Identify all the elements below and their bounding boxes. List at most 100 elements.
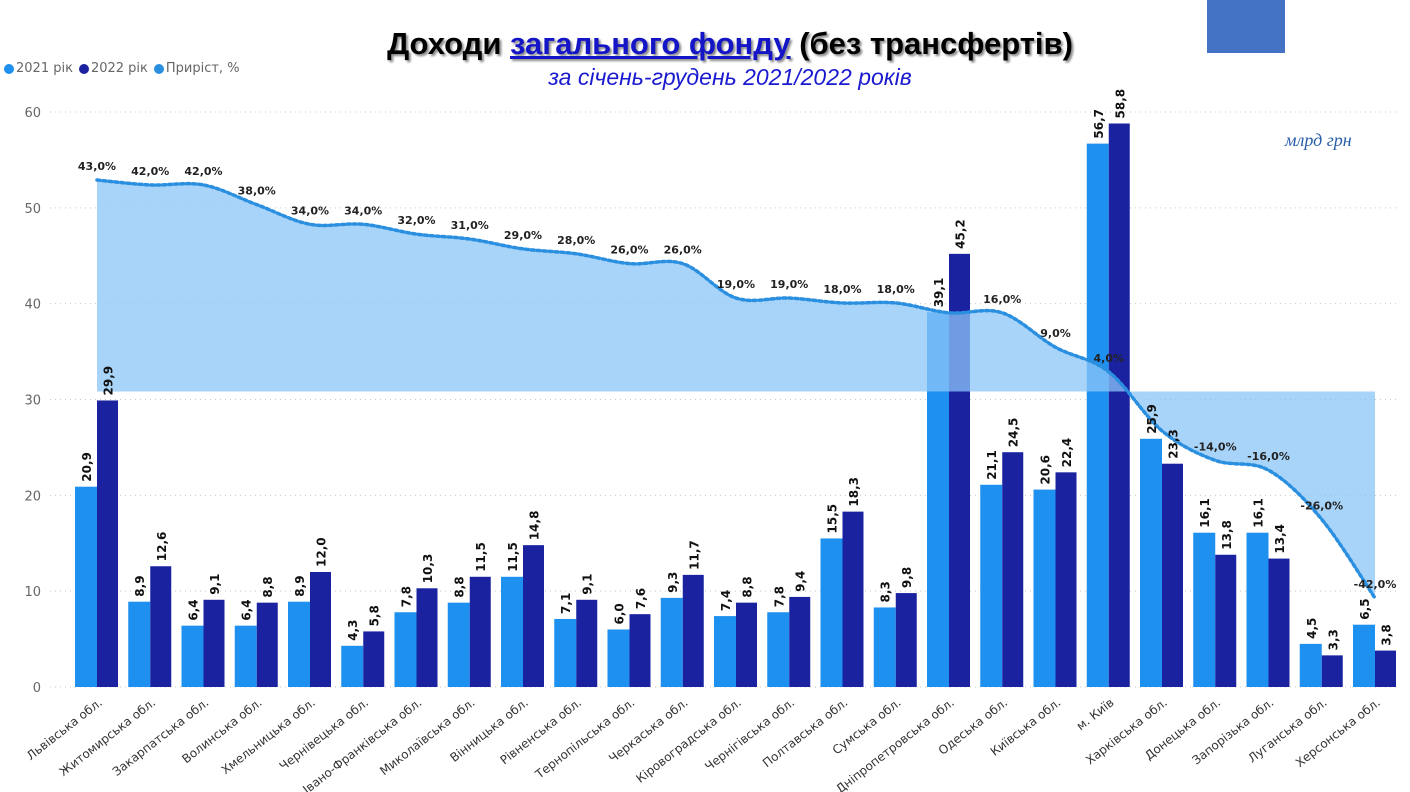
bar-value-label: 4,5 bbox=[1305, 618, 1319, 639]
chart-subtitle: за січень-грудень 2021/2022 років bbox=[548, 64, 912, 90]
bar-value-label: 7,6 bbox=[634, 588, 648, 609]
bar-value-label: 8,3 bbox=[879, 581, 893, 602]
bar-value-label: 58,8 bbox=[1113, 89, 1127, 119]
bar-value-label: 7,8 bbox=[400, 586, 414, 607]
growth-value-label: 38,0% bbox=[238, 185, 276, 198]
title-highlight: загального фонду bbox=[510, 26, 791, 61]
bar-2022 bbox=[576, 599, 598, 687]
bar-2021 bbox=[447, 602, 470, 687]
bar-value-label: 9,3 bbox=[666, 572, 680, 593]
legend-dot-icon bbox=[153, 63, 164, 74]
bar-2021 bbox=[1086, 143, 1109, 687]
bar-2021 bbox=[341, 645, 364, 687]
bar-value-label: 16,1 bbox=[1252, 498, 1266, 528]
bar-2021 bbox=[927, 312, 949, 687]
bar-2021 bbox=[554, 618, 577, 687]
bar-value-label: 15,5 bbox=[826, 504, 840, 534]
bar-value-label: 45,2 bbox=[954, 219, 968, 249]
growth-value-label: 18,0% bbox=[877, 283, 915, 296]
bar-value-label: 11,5 bbox=[506, 542, 520, 572]
bar-2022 bbox=[256, 602, 278, 687]
bar-2022 bbox=[842, 511, 864, 687]
bar-2021 bbox=[234, 625, 257, 687]
bar-value-label: 39,1 bbox=[932, 278, 946, 308]
growth-value-label: 19,0% bbox=[717, 278, 755, 291]
bar-2022 bbox=[682, 574, 704, 687]
bar-2021 bbox=[75, 486, 97, 687]
bar-value-label: 20,9 bbox=[80, 452, 94, 482]
decorative-rectangle bbox=[1207, 0, 1285, 53]
bar-value-label: 23,3 bbox=[1167, 429, 1181, 459]
y-tick-label: 30 bbox=[24, 394, 41, 409]
bar-value-label: 22,4 bbox=[1060, 438, 1074, 468]
bar-2022 bbox=[895, 593, 917, 687]
bar-value-label: 8,9 bbox=[133, 575, 147, 596]
growth-value-label: 34,0% bbox=[344, 204, 382, 217]
legend-item-2021[interactable]: 2021 рік bbox=[4, 61, 73, 76]
growth-value-label: 29,0% bbox=[504, 229, 542, 242]
legend-item-growth[interactable]: Приріст, % bbox=[153, 61, 240, 76]
bar-value-label: 9,8 bbox=[900, 567, 914, 588]
bar-value-label: 14,8 bbox=[528, 511, 542, 541]
y-tick-label: 50 bbox=[24, 202, 41, 217]
bar-value-label: 24,5 bbox=[1007, 418, 1021, 448]
bar-value-label: 3,3 bbox=[1326, 629, 1340, 650]
bar-value-label: 7,8 bbox=[772, 586, 786, 607]
category-label: Тернопільська обл. bbox=[532, 695, 637, 782]
bar-value-label: 7,1 bbox=[559, 593, 573, 614]
bar-2021 bbox=[288, 601, 310, 687]
bar-2022 bbox=[523, 545, 544, 687]
growth-value-label: 42,0% bbox=[131, 165, 169, 178]
bar-2021 bbox=[607, 629, 630, 687]
title-text: Доходи bbox=[387, 26, 511, 61]
bar-value-label: 8,8 bbox=[741, 576, 755, 597]
bar-value-label: 9,4 bbox=[794, 571, 808, 592]
bar-value-label: 6,0 bbox=[613, 603, 627, 624]
legend-label: 2021 рік bbox=[16, 61, 73, 76]
bar-value-label: 9,1 bbox=[208, 574, 222, 595]
growth-value-label: 32,0% bbox=[397, 214, 435, 227]
bar-2021 bbox=[1140, 438, 1162, 687]
category-label: Кіровоградська обл. bbox=[633, 695, 743, 786]
bar-value-label: 11,5 bbox=[474, 542, 488, 572]
bar-value-label: 20,6 bbox=[1039, 455, 1053, 485]
y-tick-label: 40 bbox=[24, 298, 41, 313]
title-text-end: (без трансфертів) bbox=[790, 26, 1073, 61]
bar-2022 bbox=[629, 614, 651, 687]
bar-value-label: 5,8 bbox=[368, 605, 382, 626]
legend-item-2022[interactable]: 2022 рік bbox=[78, 61, 148, 76]
growth-value-label: 42,0% bbox=[184, 165, 222, 178]
bar-value-label: 3,8 bbox=[1380, 624, 1394, 645]
bar-2022 bbox=[203, 599, 225, 687]
bar-value-label: 6,4 bbox=[240, 599, 254, 620]
bar-2022 bbox=[310, 572, 331, 687]
bar-2022 bbox=[150, 566, 172, 687]
category-label: Чернігівська обл. bbox=[702, 695, 797, 773]
legend-dot-icon bbox=[78, 63, 89, 74]
bar-value-label: 6,4 bbox=[187, 599, 201, 620]
bar-2021 bbox=[1353, 624, 1375, 687]
bar-2021 bbox=[660, 597, 683, 687]
bar-2022 bbox=[1108, 123, 1130, 687]
bar-value-label: 4,3 bbox=[346, 620, 360, 641]
bar-value-label: 9,1 bbox=[581, 574, 595, 595]
category-label: Закарпатська обл. bbox=[110, 695, 211, 779]
growth-value-label: -26,0% bbox=[1300, 499, 1343, 512]
bar-value-label: 8,8 bbox=[261, 576, 275, 597]
chart-title: Доходи загального фонду (без трансфертів… bbox=[0, 26, 1410, 62]
category-label: Миколаївська обл. bbox=[377, 695, 477, 778]
growth-value-label: 9,0% bbox=[1040, 327, 1071, 340]
bar-2022 bbox=[1375, 650, 1396, 687]
bar-2021 bbox=[820, 538, 843, 687]
bar-2021 bbox=[714, 616, 736, 687]
legend: 2021 рік 2022 рік Приріст, % bbox=[4, 61, 240, 76]
growth-value-label: 26,0% bbox=[610, 244, 648, 257]
bar-2022 bbox=[1215, 554, 1237, 687]
growth-value-label: 4,0% bbox=[1093, 352, 1124, 365]
bar-value-label: 12,6 bbox=[155, 532, 169, 562]
growth-value-label: 26,0% bbox=[664, 244, 702, 257]
bar-2021 bbox=[1033, 489, 1056, 687]
bar-2021 bbox=[1246, 532, 1269, 687]
growth-value-label: 34,0% bbox=[291, 204, 329, 217]
